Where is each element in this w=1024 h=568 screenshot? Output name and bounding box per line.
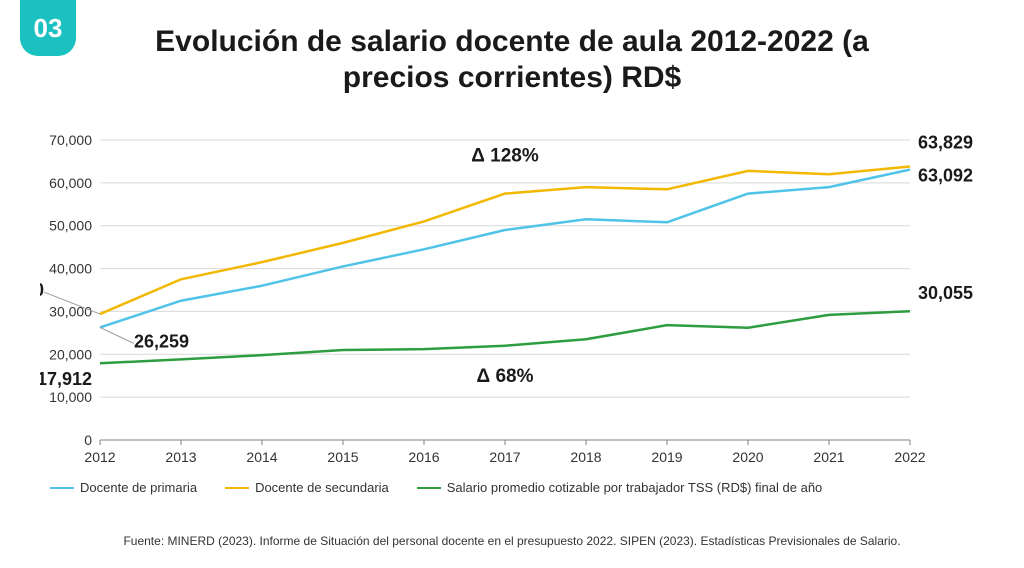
svg-text:Δ 128%: Δ 128%: [471, 145, 539, 166]
legend-label: Salario promedio cotizable por trabajado…: [447, 480, 823, 495]
svg-text:2012: 2012: [84, 449, 115, 465]
svg-text:10,000: 10,000: [49, 389, 92, 405]
svg-text:50,000: 50,000: [49, 218, 92, 234]
svg-text:2019: 2019: [651, 449, 682, 465]
legend-label: Docente de secundaria: [255, 480, 389, 495]
svg-text:0: 0: [84, 432, 92, 448]
legend-swatch: [50, 487, 74, 489]
slide-number-badge: 03: [20, 0, 76, 56]
legend-item: Docente de secundaria: [225, 480, 389, 495]
svg-text:30,055: 30,055: [918, 283, 973, 303]
svg-text:30,000: 30,000: [49, 303, 92, 319]
legend-label: Docente de primaria: [80, 480, 197, 495]
svg-text:2014: 2014: [246, 449, 277, 465]
legend-swatch: [225, 487, 249, 489]
source-footnote: Fuente: MINERD (2023). Informe de Situac…: [0, 534, 1024, 548]
svg-text:63,092: 63,092: [918, 166, 973, 186]
svg-text:26,259: 26,259: [134, 331, 189, 351]
chart-title: Evolución de salario docente de aula 201…: [0, 0, 1024, 96]
svg-text:2021: 2021: [813, 449, 844, 465]
svg-text:29,390: 29,390: [40, 280, 44, 300]
svg-text:Δ 68%: Δ 68%: [477, 366, 534, 387]
svg-text:2020: 2020: [732, 449, 763, 465]
svg-text:2022: 2022: [894, 449, 925, 465]
line-chart: 0 10,000 20,000 30,000 40,000 50,000 60,000 70,…: [40, 130, 980, 470]
legend: Docente de primaria Docente de secundaria…: [50, 480, 990, 495]
svg-text:2013: 2013: [165, 449, 196, 465]
svg-text:20,000: 20,000: [49, 346, 92, 362]
svg-text:63,829: 63,829: [918, 132, 973, 152]
legend-swatch: [417, 487, 441, 489]
svg-text:17,912: 17,912: [40, 369, 92, 389]
svg-text:40,000: 40,000: [49, 261, 92, 277]
svg-text:2016: 2016: [408, 449, 439, 465]
svg-text:70,000: 70,000: [49, 132, 92, 148]
legend-item: Salario promedio cotizable por trabajado…: [417, 480, 823, 495]
chart-svg: 0 10,000 20,000 30,000 40,000 50,000 60,000 70,…: [40, 130, 980, 470]
svg-text:2017: 2017: [489, 449, 520, 465]
svg-text:60,000: 60,000: [49, 175, 92, 191]
svg-text:2015: 2015: [327, 449, 358, 465]
svg-text:2018: 2018: [570, 449, 601, 465]
legend-item: Docente de primaria: [50, 480, 197, 495]
